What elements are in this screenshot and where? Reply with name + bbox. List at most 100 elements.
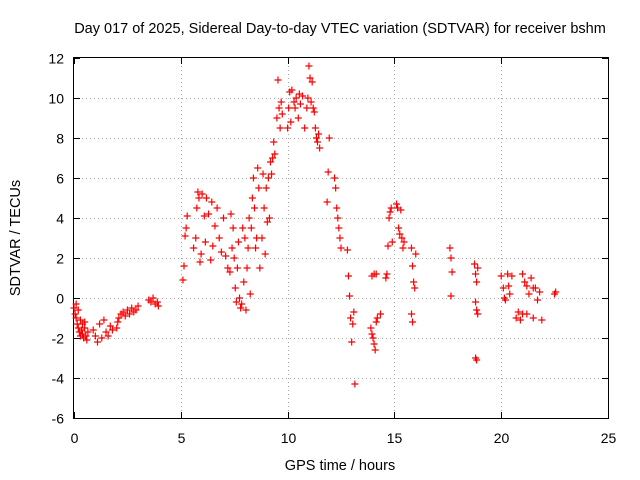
data-point: [514, 308, 522, 316]
data-point: [205, 210, 213, 218]
data-point: [324, 168, 332, 176]
x-tick-label: 0: [71, 430, 79, 446]
data-point: [147, 298, 155, 306]
data-point: [74, 306, 82, 314]
data-point: [194, 188, 202, 196]
data-point: [410, 278, 418, 286]
data-point: [227, 210, 235, 218]
data-point: [119, 308, 127, 316]
data-point: [220, 214, 228, 222]
data-point: [534, 296, 542, 304]
data-point: [234, 238, 242, 246]
y-tick-label: 2: [56, 251, 64, 267]
data-point: [290, 98, 298, 106]
data-point: [245, 214, 253, 222]
data-point: [398, 234, 406, 242]
data-point: [311, 124, 319, 132]
data-point: [209, 242, 217, 250]
data-point: [126, 310, 134, 318]
data-point: [211, 222, 219, 230]
data-point: [294, 114, 302, 122]
data-point: [121, 312, 129, 320]
data-point: [371, 346, 379, 354]
data-point: [236, 294, 244, 302]
data-point: [250, 204, 258, 212]
x-tick-label: 25: [601, 430, 617, 446]
y-tick-label: 0: [56, 291, 64, 307]
data-point: [264, 174, 272, 182]
data-point: [516, 316, 524, 324]
data-point: [527, 274, 535, 282]
data-point: [104, 332, 112, 340]
data-point: [267, 158, 275, 166]
data-point: [325, 134, 333, 142]
data-point: [372, 318, 380, 326]
y-tick-label: 4: [56, 211, 64, 227]
data-point: [217, 248, 225, 256]
data-point: [96, 320, 104, 328]
data-point: [98, 334, 106, 342]
data-point: [82, 332, 90, 340]
data-point: [388, 238, 396, 246]
data-point: [83, 336, 91, 344]
data-point: [323, 198, 331, 206]
data-point: [370, 340, 378, 348]
data-point: [523, 310, 531, 318]
data-point: [344, 272, 352, 280]
data-point: [382, 274, 390, 282]
data-point: [350, 308, 358, 316]
data-point: [384, 242, 392, 250]
data-point: [369, 334, 377, 342]
plot-frame: [73, 57, 609, 419]
data-point: [254, 164, 262, 172]
data-point: [181, 232, 189, 240]
data-point: [115, 314, 123, 322]
data-point: [525, 290, 533, 298]
data-point: [241, 234, 249, 242]
data-point: [208, 198, 216, 206]
data-point: [309, 104, 317, 112]
data-point: [277, 98, 285, 106]
data-point: [393, 200, 401, 208]
data-point: [258, 234, 266, 242]
data-points: [70, 62, 560, 388]
data-point: [337, 244, 345, 252]
data-point: [372, 270, 380, 278]
data-point: [407, 310, 415, 318]
y-tick-label: -4: [52, 371, 65, 387]
data-point: [368, 330, 376, 338]
data-point: [269, 154, 277, 162]
data-point: [409, 318, 417, 326]
data-point: [270, 138, 278, 146]
data-point: [273, 114, 281, 122]
data-point: [180, 262, 188, 270]
data-point: [351, 380, 359, 388]
data-point: [474, 310, 482, 318]
data-point: [247, 224, 255, 232]
data-point: [447, 292, 455, 300]
data-point: [196, 258, 204, 266]
data-point: [183, 212, 191, 220]
axis-ticks: 0 5 10 15 20 25 -6 -4 -2 0 2 4 6 8 10 12: [48, 51, 616, 447]
data-point: [224, 264, 232, 272]
data-point: [276, 124, 284, 132]
data-point: [252, 244, 260, 252]
data-point: [81, 318, 89, 326]
data-point: [472, 298, 480, 306]
data-point: [274, 76, 282, 84]
data-point: [472, 270, 480, 278]
data-point: [501, 296, 509, 304]
data-point: [132, 306, 140, 314]
data-point: [474, 264, 482, 272]
data-point: [237, 304, 245, 312]
data-point: [538, 316, 546, 324]
data-point: [123, 306, 131, 314]
data-point: [106, 322, 114, 330]
data-point: [396, 230, 404, 238]
data-point: [197, 250, 205, 258]
data-point: [287, 118, 295, 126]
data-point: [536, 288, 544, 296]
data-point: [200, 212, 208, 220]
data-point: [128, 304, 136, 312]
